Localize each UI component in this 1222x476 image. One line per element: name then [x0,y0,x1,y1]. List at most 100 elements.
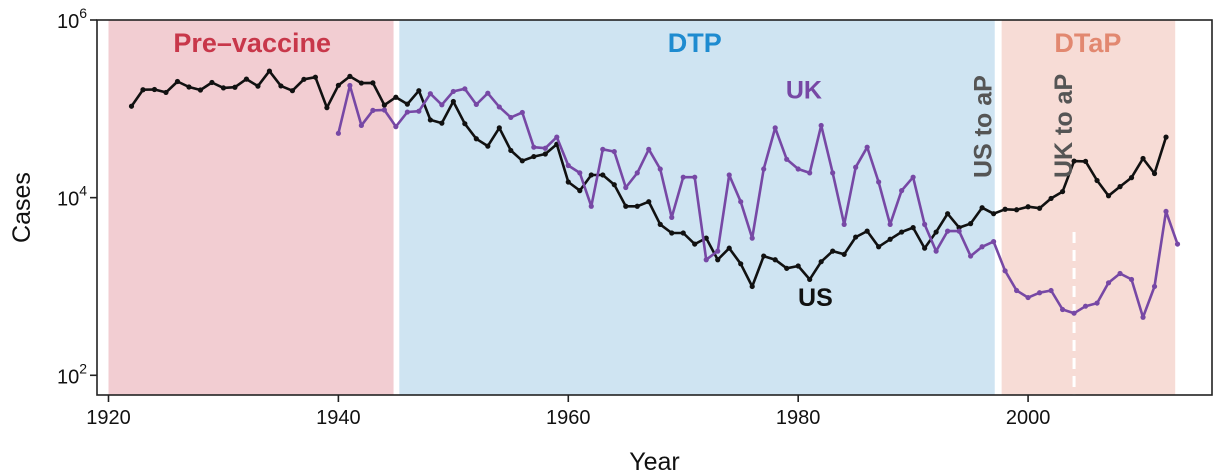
data-point-us [1117,184,1123,190]
data-point-uk [485,90,491,96]
data-point-us [761,253,767,259]
series-label-uk: UK [786,77,822,105]
y-tick-label-6: 106 [57,5,87,33]
data-point-uk [370,107,376,113]
data-point-us [1071,158,1077,164]
data-point-uk [381,107,387,113]
data-point-us [623,203,629,209]
data-point-uk [1094,300,1100,306]
data-point-us [692,241,698,247]
data-point-us [565,179,571,185]
data-point-uk [979,244,985,250]
x-axis-label: Year [629,448,680,476]
data-point-uk [680,174,686,180]
data-point-uk [749,235,755,241]
data-point-uk [1151,283,1158,290]
data-point-uk [473,101,479,108]
data-point-uk [876,179,882,185]
data-point-uk [565,162,571,169]
plot-frame [96,19,1213,396]
data-point-uk [335,130,341,136]
x-tick-label-1960: 1960 [546,407,591,429]
data-point-us [450,98,456,105]
data-point-us [876,244,882,250]
data-point-us [381,102,387,108]
data-point-us [772,257,778,263]
data-point-uk [830,170,836,176]
data-point-uk [1071,310,1077,316]
y-tick-label-4: 104 [57,183,87,211]
data-point-uk [772,125,778,131]
data-point-uk [738,199,744,205]
era-label-pre-vaccine: Pre–vaccine [173,28,331,58]
data-point-us [151,86,158,93]
data-point-us [220,85,227,91]
data-point-us [485,143,491,149]
data-point-uk [496,104,502,110]
data-point-uk [462,86,468,92]
data-point-uk [1117,270,1123,277]
data-point-us [358,80,364,86]
era-label-dtp: DTP [668,28,722,58]
data-point-us [496,125,502,131]
data-point-us [1105,193,1112,199]
data-point-uk [990,239,997,245]
data-point-us [266,68,273,74]
data-point-us [853,234,859,240]
data-point-uk [416,108,422,114]
data-point-us [347,73,353,79]
data-point-uk [634,170,640,176]
data-point-us [209,79,215,86]
data-point-uk [531,144,537,150]
data-point-us [726,245,732,251]
data-point-us [186,84,192,90]
data-point-us [312,74,319,80]
data-point-us [1128,175,1135,181]
data-point-us [990,211,997,217]
data-point-us [945,211,951,217]
data-point-us [174,78,181,85]
data-point-us [404,101,410,107]
data-point-us [1036,205,1043,211]
data-point-uk [1105,280,1112,286]
data-point-us [749,283,755,290]
data-point-uk [1059,306,1066,313]
data-point-us [1013,207,1020,213]
data-point-us [577,188,583,194]
data-point-us [795,263,801,269]
data-point-uk [542,145,548,151]
data-point-us [634,203,640,209]
data-point-uk [657,166,663,172]
data-point-us [646,199,652,205]
data-point-uk [393,124,399,130]
data-point-us [519,158,525,164]
data-point-us [301,76,307,82]
data-point-uk [841,221,847,227]
data-point-uk [611,148,617,155]
data-point-us [1002,206,1008,212]
data-point-us [508,147,514,154]
data-point-us [600,172,606,178]
data-point-us [370,80,376,86]
data-point-uk [1002,268,1008,274]
data-point-us [818,259,824,265]
era-band-dtp [399,20,995,395]
data-point-uk [439,102,445,108]
data-point-us [1059,188,1066,195]
data-point-us [922,245,928,251]
data-point-us [910,225,916,231]
data-point-us [289,88,296,94]
data-point-us [278,83,284,89]
data-point-uk [1174,241,1181,247]
data-point-uk [623,184,629,191]
data-point-us [232,84,238,90]
data-point-us [588,172,594,178]
data-point-us [531,153,537,160]
x-tick-label-2000: 2000 [1006,407,1051,429]
y-tick-label-2: 102 [57,360,87,388]
data-point-uk [726,172,732,178]
data-point-us [393,94,399,100]
data-point-uk [715,248,721,254]
data-point-us [140,87,146,93]
